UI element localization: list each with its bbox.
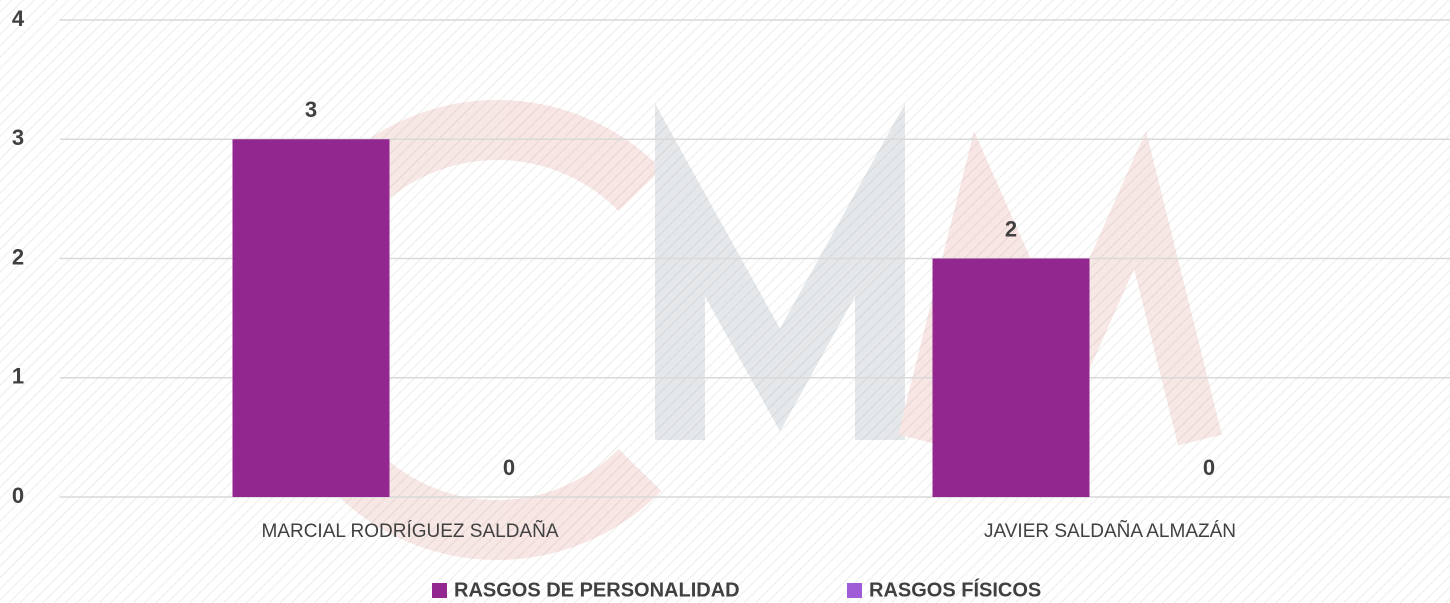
value-label: 0 bbox=[503, 455, 515, 480]
legend-swatch bbox=[432, 583, 447, 598]
y-tick-label: 1 bbox=[12, 364, 24, 389]
y-tick-label: 3 bbox=[12, 125, 24, 150]
y-tick-label: 2 bbox=[12, 244, 24, 269]
x-tick-label: MARCIAL RODRÍGUEZ SALDAÑA bbox=[261, 520, 558, 542]
legend-label: RASGOS DE PERSONALIDAD bbox=[454, 579, 740, 601]
value-label: 3 bbox=[305, 97, 317, 122]
legend-label: RASGOS FÍSICOS bbox=[869, 578, 1041, 601]
value-label: 2 bbox=[1005, 216, 1017, 241]
bar bbox=[232, 139, 390, 497]
y-tick-label: 4 bbox=[12, 6, 25, 31]
value-label: 0 bbox=[1203, 455, 1215, 480]
legend-swatch bbox=[847, 583, 862, 598]
y-tick-label: 0 bbox=[12, 483, 24, 508]
x-tick-label: JAVIER SALDAÑA ALMAZÁN bbox=[984, 520, 1236, 542]
bar bbox=[932, 258, 1090, 497]
